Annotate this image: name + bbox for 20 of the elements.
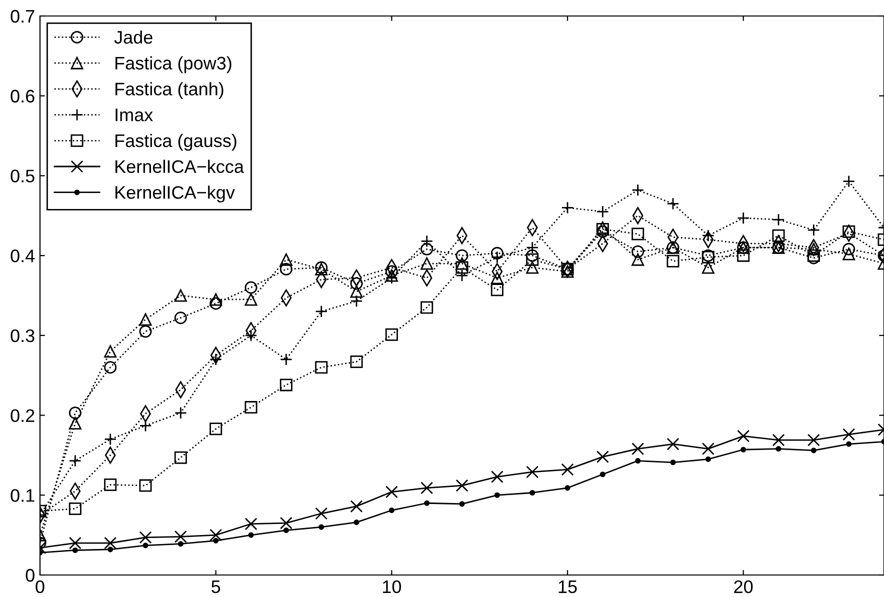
y-tick-label: 0.5 xyxy=(10,170,34,182)
y-tick-label: 0.7 xyxy=(10,10,34,23)
y-tick-label: 0.6 xyxy=(10,90,34,103)
y-tick-label: 0.1 xyxy=(10,489,34,502)
y-tick-label: 0.2 xyxy=(10,409,34,422)
legend-label: KernelICA−kgv xyxy=(116,186,235,202)
x-tick-label: 10 xyxy=(383,580,402,594)
legend-label: Fastica (gauss) xyxy=(116,134,236,151)
legend-label: Jade xyxy=(114,30,152,44)
legend-label: Fastica (pow3) xyxy=(116,56,232,74)
x-tick-label: 20 xyxy=(734,580,753,594)
x-tick-label: 0 xyxy=(36,580,44,594)
legend-label: Imax xyxy=(116,108,153,122)
y-tick-label: 0 xyxy=(26,568,34,582)
x-tick-label: 5 xyxy=(212,580,220,594)
x-tick-label: 15 xyxy=(558,580,577,594)
legend-label: KernelICA−kcca xyxy=(116,160,244,173)
legend-label: Fastica (tanh) xyxy=(116,82,224,99)
y-tick-label: 0.3 xyxy=(10,329,34,342)
y-tick-label: 0.4 xyxy=(10,250,35,262)
